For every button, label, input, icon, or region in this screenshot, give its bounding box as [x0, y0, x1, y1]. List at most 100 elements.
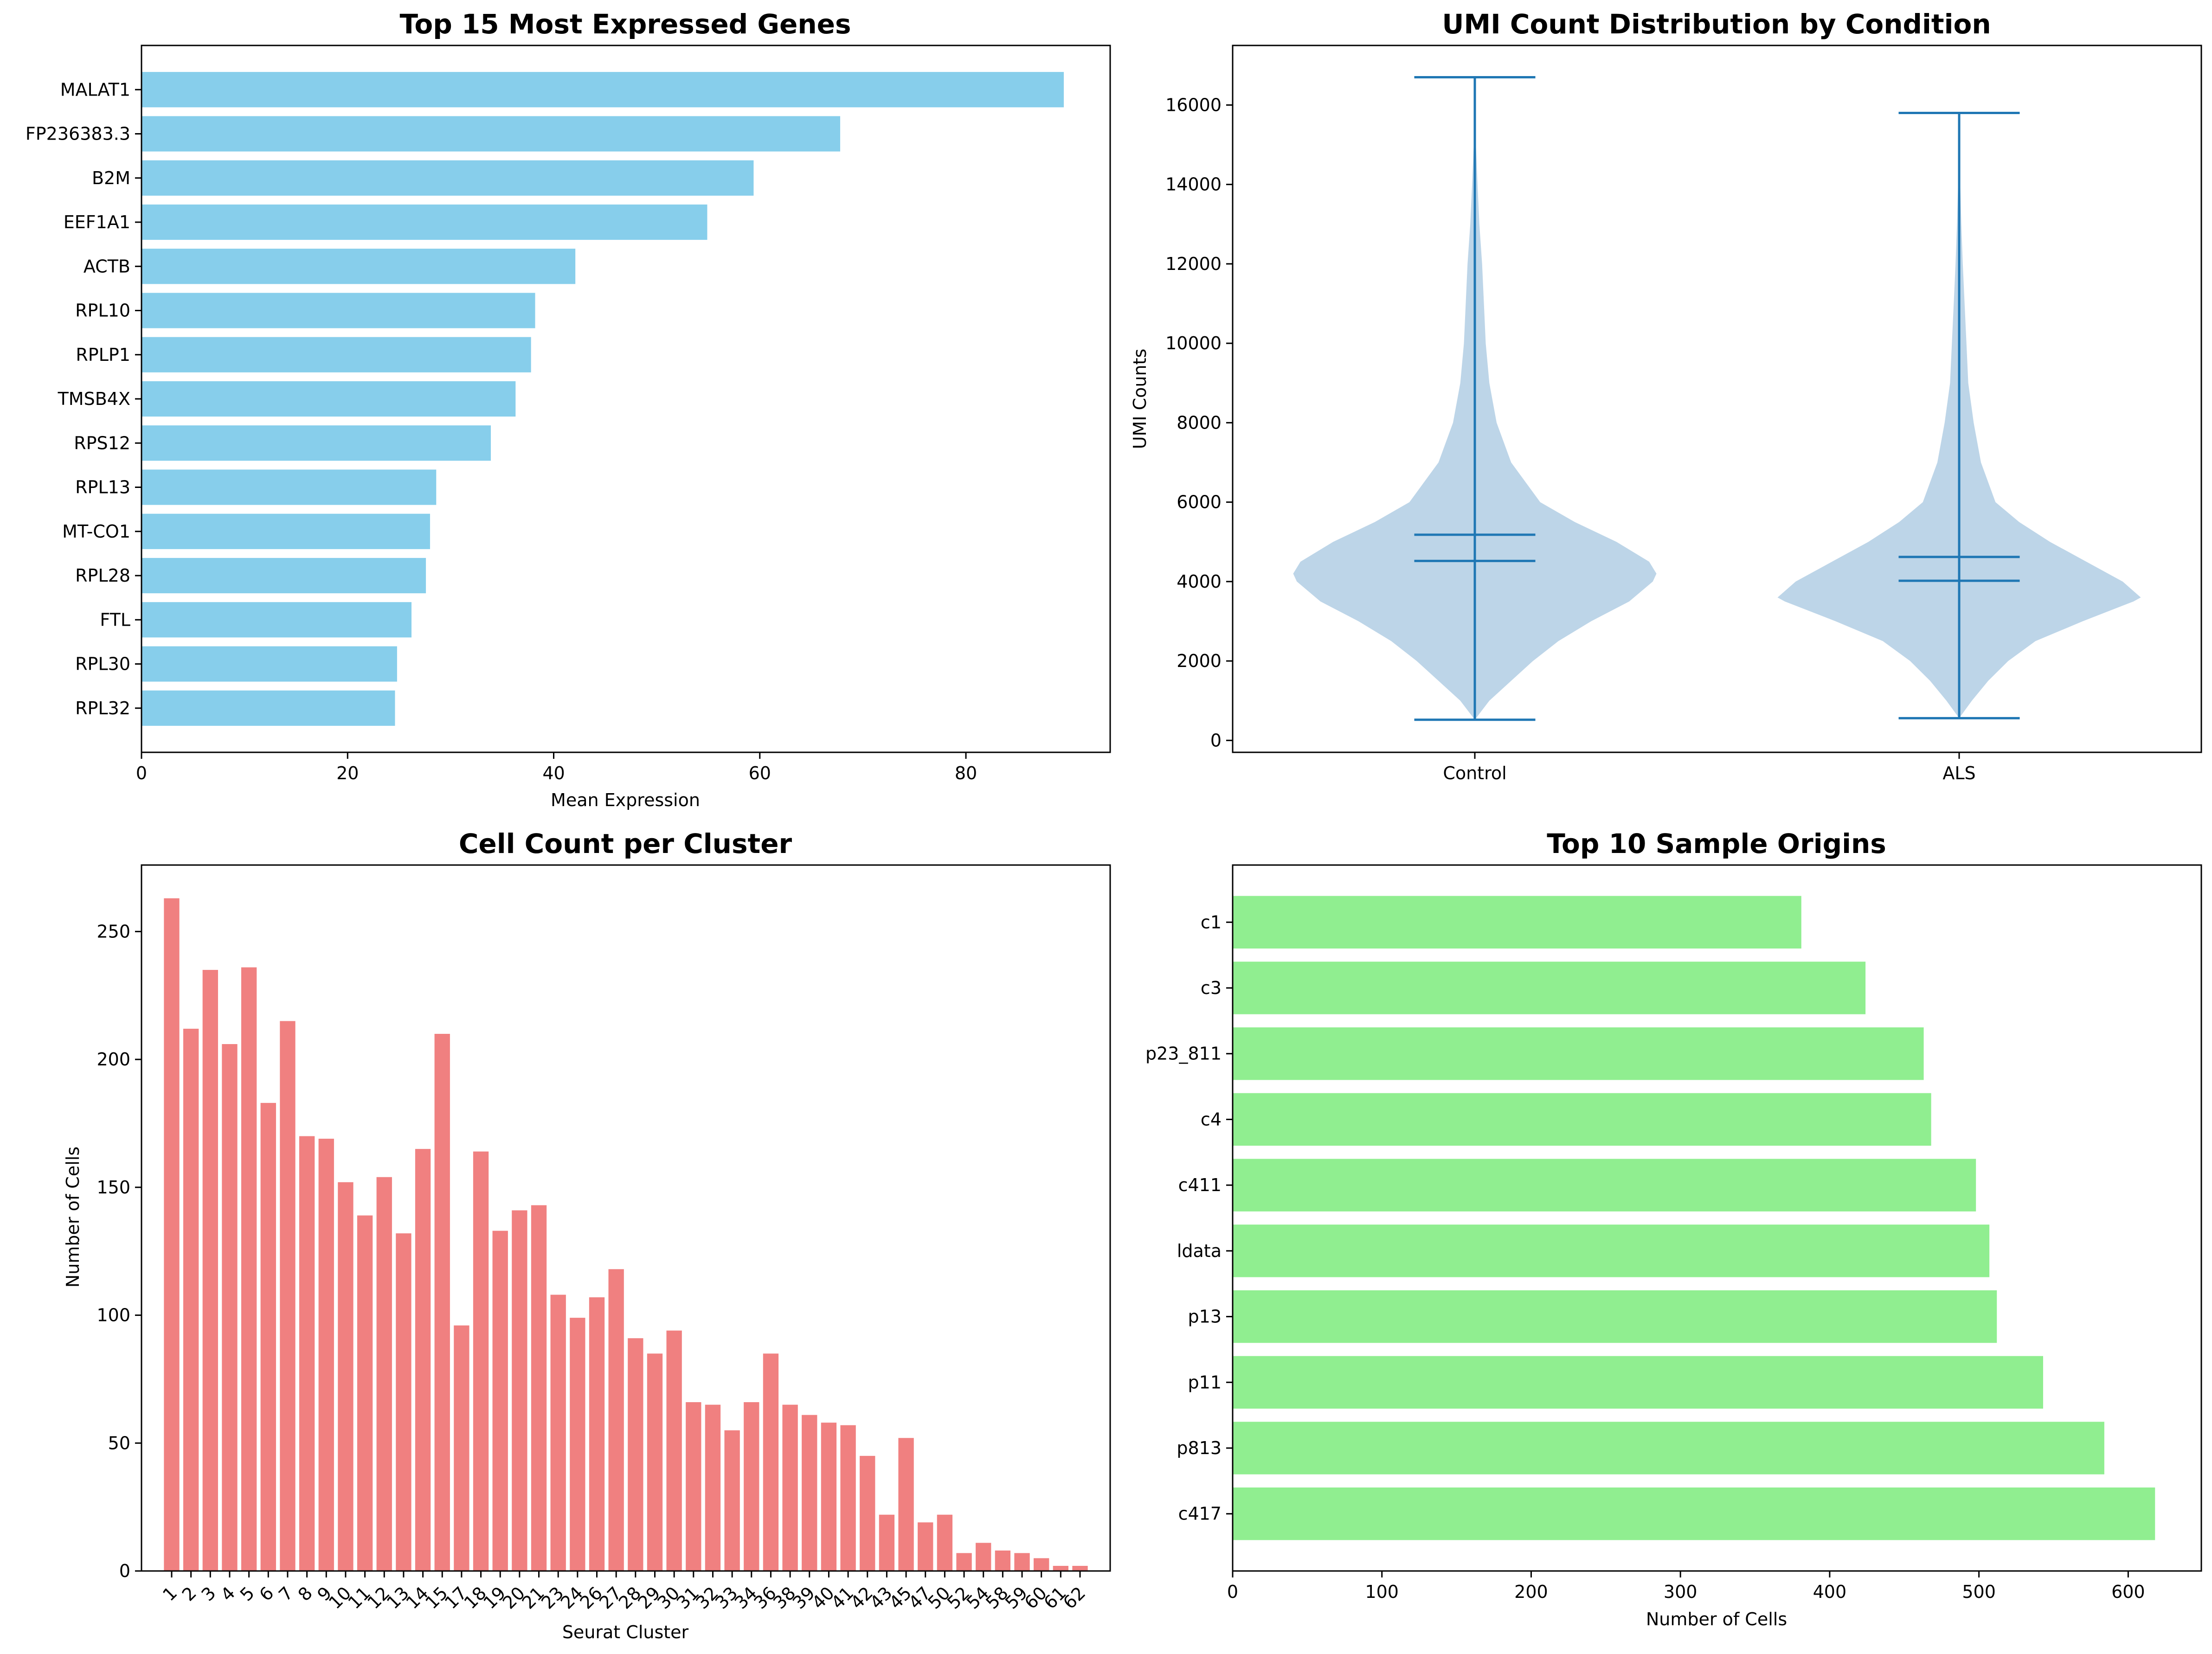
y-tick-label: MALAT1 [60, 79, 130, 100]
y-axis-label-umi-violin: UMI Counts [1130, 349, 1150, 449]
bar-cluster-21 [531, 1205, 547, 1571]
bar-cluster-4 [222, 1044, 238, 1571]
bar-p23_811 [1233, 1027, 1924, 1080]
plot-area-cluster-counts: 1234567891011121314151718192021232426272… [96, 864, 1111, 1613]
chart-title-sample-origins: Top 10 Sample Origins [1547, 828, 1886, 859]
bar-cluster-28 [628, 1338, 643, 1571]
bar-eef1a1 [141, 204, 707, 240]
bar-rplp1 [141, 337, 531, 372]
bar-cluster-52 [956, 1553, 972, 1571]
bar-cluster-47 [918, 1522, 933, 1571]
bar-c3 [1233, 962, 1866, 1014]
y-tick-label: 250 [96, 921, 130, 942]
x-tick-label: 20 [336, 763, 359, 783]
bar-rpl30 [141, 646, 397, 682]
y-tick-label: p813 [1177, 1438, 1222, 1458]
y-tick-label: EEF1A1 [64, 212, 130, 232]
bar-fp236383.3 [141, 116, 841, 152]
y-tick-label: 10000 [1165, 333, 1222, 353]
y-tick-label: MT-CO1 [62, 521, 130, 542]
y-tick-label: TMSB4X [58, 389, 130, 409]
bar-cluster-50 [937, 1514, 953, 1571]
y-tick-label: 0 [119, 1561, 130, 1581]
bar-cluster-13 [396, 1233, 412, 1571]
bar-c411 [1233, 1159, 1976, 1212]
panel-sample-origins: Top 10 Sample Origins c1 c3 p23_811 c4 c411 l… [1145, 828, 2202, 1629]
y-tick-label: 4000 [1177, 571, 1222, 592]
y-tick-label: 8000 [1177, 412, 1222, 433]
bar-cluster-34 [744, 1402, 759, 1571]
y-tick-label: FTL [100, 609, 130, 630]
y-tick-label: c1 [1201, 912, 1222, 932]
bar-cluster-30 [666, 1330, 682, 1571]
bar-cluster-58 [995, 1550, 1011, 1571]
bar-cluster-14 [415, 1149, 431, 1571]
bar-cluster-6 [260, 1103, 276, 1571]
bar-cluster-33 [724, 1430, 740, 1571]
bar-cluster-23 [550, 1295, 566, 1571]
y-tick-label: RPL28 [75, 565, 130, 586]
bar-cluster-42 [860, 1455, 875, 1571]
plot-area-sample-origins: c1 c3 p23_811 c4 c411 ldata p13 p11 p813 c417 0 100… [1145, 864, 2202, 1602]
y-tick-label: 12000 [1165, 254, 1222, 274]
bar-c417 [1233, 1487, 2155, 1540]
bar-rpl10 [141, 293, 535, 328]
bar-ldata [1233, 1224, 1990, 1277]
bar-mt-co1 [141, 513, 430, 549]
bar-actb [141, 249, 576, 284]
axes-frame-cluster-counts [141, 864, 1111, 1572]
y-tick-label: RPL10 [75, 301, 130, 321]
chart-title-cluster-counts: Cell Count per Cluster [459, 828, 792, 859]
bar-cluster-20 [512, 1210, 527, 1571]
x-tick-label: 200 [1514, 1582, 1548, 1602]
y-tick-label: 6000 [1177, 492, 1222, 513]
bar-p11 [1233, 1356, 2043, 1409]
x-tick-label: 600 [2111, 1582, 2145, 1602]
y-tick-label: FP236383.3 [26, 124, 130, 144]
x-tick-label: 100 [1365, 1582, 1399, 1602]
y-tick-label: 14000 [1165, 174, 1222, 195]
panel-cluster-counts: Cell Count per Cluster 12345678910111213… [63, 828, 1111, 1642]
y-tick-label: 2000 [1177, 651, 1222, 671]
x-axis-label-cluster-counts: Seurat Cluster [562, 1622, 689, 1642]
bar-c4 [1233, 1093, 1931, 1146]
x-axis-label-sample-origins: Number of Cells [1646, 1609, 1787, 1629]
bar-cluster-60 [1034, 1558, 1049, 1571]
bar-cluster-32 [705, 1404, 721, 1571]
bar-cluster-3 [202, 970, 218, 1571]
x-tick-label: ALS [1942, 763, 1975, 783]
y-tick-label: p11 [1188, 1372, 1222, 1392]
chart-title-top-genes: Top 15 Most Expressed Genes [399, 8, 851, 40]
y-tick-label: p23_811 [1145, 1044, 1222, 1064]
bar-cluster-7 [280, 1021, 296, 1571]
x-tick-label: 40 [542, 763, 565, 783]
plot-area-umi-violin: Control ALS 0 2000 4000 6000 8000 10000 12000 140… [1165, 45, 2202, 783]
x-tick-label: 80 [955, 763, 977, 783]
bar-cluster-61 [1053, 1565, 1069, 1571]
x-tick-label: 300 [1664, 1582, 1698, 1602]
bar-cluster-29 [647, 1353, 663, 1571]
y-tick-label: RPLP1 [76, 345, 130, 365]
bar-p813 [1233, 1422, 2104, 1474]
y-tick-label: 50 [108, 1433, 130, 1453]
x-tick-label: 0 [136, 763, 147, 783]
bar-cluster-59 [1014, 1553, 1030, 1571]
bar-cluster-43 [879, 1514, 895, 1571]
y-tick-label: RPL13 [75, 477, 130, 498]
y-axis-label-cluster-counts: Number of Cells [63, 1147, 83, 1288]
bar-cluster-11 [357, 1215, 373, 1571]
bar-cluster-18 [473, 1151, 489, 1571]
bar-cluster-17 [454, 1325, 469, 1571]
bar-cluster-38 [782, 1404, 798, 1571]
bar-ftl [141, 602, 412, 638]
y-tick-label: 150 [96, 1177, 130, 1198]
bar-cluster-12 [376, 1177, 392, 1571]
bar-cluster-1 [164, 898, 180, 1571]
bar-rpl28 [141, 558, 426, 594]
bar-cluster-45 [898, 1438, 914, 1571]
bar-cluster-8 [299, 1136, 315, 1571]
bar-cluster-10 [338, 1182, 354, 1571]
plot-area-top-genes: MALAT1 FP236383.3 B2M EEF1A1 ACTB RPL10 RPLP1 T… [26, 45, 1111, 783]
y-tick-label: 0 [1210, 730, 1222, 750]
y-tick-label: c411 [1178, 1175, 1222, 1195]
